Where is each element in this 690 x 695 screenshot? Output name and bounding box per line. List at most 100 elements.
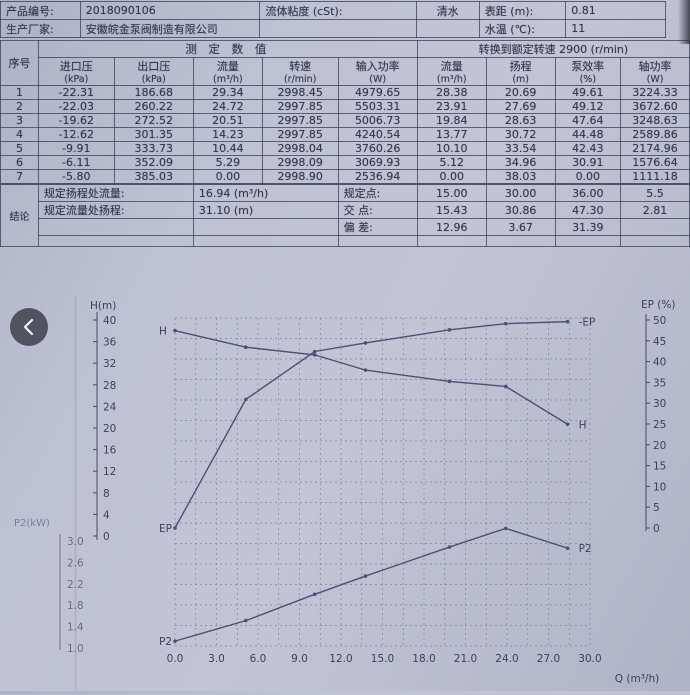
svg-text:30: 30: [653, 398, 666, 410]
empty-cell: [192, 235, 339, 247]
rated-point-q: 15.00: [416, 183, 487, 202]
table-cell: 3760.26: [337, 141, 418, 156]
column-header: 泵效率 (%): [554, 57, 622, 86]
table-cell: 29.34: [192, 85, 263, 100]
gauge-distance-value: 0.81: [565, 1, 666, 20]
svg-text:H(m): H(m): [90, 300, 116, 312]
table-cell: 4979.65: [337, 85, 418, 100]
empty-cell: [415, 19, 480, 38]
svg-text:15: 15: [653, 461, 666, 473]
svg-text:Q (m³/h): Q (m³/h): [615, 673, 659, 685]
table-cell: 3224.33: [620, 85, 690, 100]
table-cell: 2174.96: [620, 141, 690, 156]
table-cell: -9.91: [37, 141, 115, 156]
empty-cell: [37, 218, 194, 236]
table-cell: 186.68: [113, 85, 194, 100]
table-cell: 34.96: [485, 155, 556, 170]
deviation-q: 12.96: [416, 218, 487, 236]
water-temp-value: 11: [565, 19, 666, 38]
table-row: 6 -6.11 352.09 5.29 2998.09 3069.93 5.12 34.96 3…: [0, 155, 690, 170]
column-header: 轴功率 (W): [620, 57, 690, 86]
svg-text:10: 10: [653, 481, 666, 493]
svg-text:40: 40: [103, 315, 116, 327]
table-cell: 2536.94: [337, 169, 418, 185]
svg-text:24.0: 24.0: [495, 653, 518, 665]
rated-head-flow-label: 规定扬程处流量:: [37, 183, 194, 202]
svg-text:20: 20: [103, 423, 116, 435]
svg-text:3.0: 3.0: [208, 653, 225, 665]
table-cell: 2998.45: [261, 85, 339, 100]
table-cell: 1: [0, 85, 39, 100]
table-cell: 3672.60: [620, 99, 690, 114]
empty-cell: [259, 19, 417, 38]
column-header: 输入功率 (W): [337, 57, 418, 86]
svg-text:3.0: 3.0: [67, 536, 84, 548]
empty-cell: [485, 235, 556, 247]
svg-text:P2(kW): P2(kW): [14, 518, 50, 529]
svg-text:P2: P2: [579, 543, 592, 555]
column-header: 转速 (r/min): [261, 57, 339, 86]
rated-point-p: 5.5: [620, 183, 690, 202]
table-cell: 49.61: [554, 85, 622, 100]
svg-text:30.0: 30.0: [578, 653, 601, 665]
svg-text:20: 20: [653, 440, 666, 452]
table-cell: 10.44: [192, 141, 263, 156]
chevron-left-icon: [23, 318, 34, 336]
empty-cell: [554, 235, 622, 247]
table-cell: 20.51: [192, 113, 263, 128]
svg-text:28: 28: [103, 380, 116, 392]
column-header: 流量 (m³/h): [192, 57, 263, 86]
table-cell: 4: [0, 127, 39, 142]
table-cell: 272.52: [113, 113, 194, 128]
table-cell: 7: [0, 169, 39, 185]
table-row: 2 -22.03 260.22 24.72 2997.85 5503.31 23.91 27.…: [0, 99, 690, 114]
rated-point-ep: 36.00: [554, 183, 622, 202]
svg-text:2.2: 2.2: [67, 579, 84, 591]
rated-flow-head-value: 31.10 (m): [192, 201, 339, 219]
svg-text:6.0: 6.0: [250, 653, 267, 665]
paper-crease: [74, 296, 77, 691]
table-cell: 2: [0, 99, 39, 114]
viscosity-label: 流体粘度 (cSt):: [259, 1, 417, 20]
table-cell: 27.69: [485, 99, 556, 114]
svg-text:4: 4: [103, 509, 110, 521]
conclusion-label: 结论: [0, 183, 39, 247]
table-cell: -19.62: [37, 113, 115, 128]
table-cell: 0.00: [192, 169, 263, 185]
rated-point-label: 规定点:: [337, 183, 418, 202]
manufacturer-label: 生产厂家:: [0, 19, 81, 38]
table-cell: 3248.63: [620, 113, 690, 128]
table-cell: 5.29: [192, 155, 263, 170]
column-header-row: 进口压 (kPa) 出口压 (kPa) 流量 (m³/h) 转速 (r/min) 输入功率 (W)…: [1, 57, 690, 86]
svg-text:36: 36: [103, 337, 117, 349]
rated-flow-head-label: 规定流量处扬程:: [37, 201, 194, 219]
svg-text:H: H: [579, 419, 587, 431]
svg-text:9.0: 9.0: [291, 653, 308, 665]
seq-header: 序号: [0, 40, 39, 86]
product-no-label: 产品编号:: [0, 1, 81, 20]
info-row: 生产厂家: 安徽皖金泵阀制造有限公司 水温 (℃): 11: [0, 19, 666, 38]
table-cell: 30.72: [485, 127, 556, 142]
table-cell: 42.43: [554, 141, 622, 156]
table-cell: 19.84: [416, 113, 487, 128]
gauge-distance-label: 表距 (m):: [478, 1, 567, 20]
table-row: 1 -22.31 186.68 29.34 2998.45 4979.65 28.38 20.…: [0, 85, 690, 100]
info-table: 产品编号: 2018090106 流体粘度 (cSt): 清水 表距 (m): …: [0, 1, 666, 38]
table-cell: 20.69: [485, 85, 556, 100]
prev-image-button[interactable]: [10, 308, 48, 346]
rated-point-h: 30.00: [485, 183, 556, 202]
column-header: 出口压 (kPa): [113, 57, 194, 86]
table-cell: 44.48: [554, 127, 622, 142]
svg-text:15.0: 15.0: [371, 653, 394, 665]
table-cell: 33.54: [485, 141, 556, 156]
cross-point-q: 15.43: [416, 201, 487, 219]
chart-svg: H(m)4036322824201612840P2(kW)3.02.62.21.…: [14, 299, 675, 685]
svg-text:5: 5: [653, 502, 660, 514]
table-row: 5 -9.91 333.73 10.44 2998.04 3760.26 10.10 33.5…: [0, 141, 690, 156]
table-cell: 260.22: [113, 99, 194, 114]
table-cell: 5006.73: [337, 113, 418, 128]
table-cell: 301.35: [113, 127, 194, 142]
svg-text:2.6: 2.6: [67, 557, 84, 569]
cross-point-ep: 47.30: [554, 201, 622, 219]
